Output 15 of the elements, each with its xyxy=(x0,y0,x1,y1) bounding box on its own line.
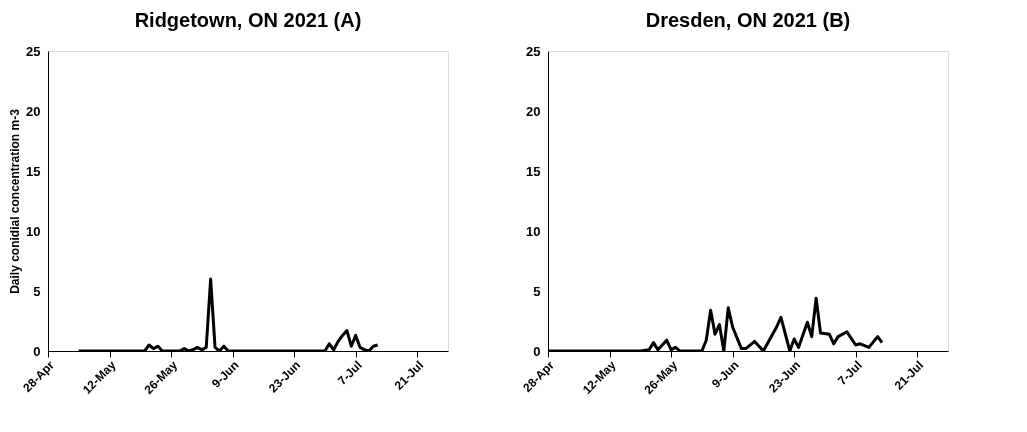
y-tick-label: 15 xyxy=(26,163,41,179)
y-tick-label: 5 xyxy=(33,283,41,299)
y-tick-label: 0 xyxy=(533,343,541,359)
y-tick-label: 25 xyxy=(26,43,41,59)
y-tick-label: 5 xyxy=(533,283,541,299)
y-axis-title: Daily conidial concentration m-3 xyxy=(8,108,23,294)
y-tick-label: 20 xyxy=(26,103,41,119)
y-tick-label: 10 xyxy=(26,223,41,239)
y-tick-label: 20 xyxy=(526,103,541,119)
y-tick-label: 15 xyxy=(526,163,541,179)
y-tick-label: 10 xyxy=(526,223,541,239)
chart-title: Ridgetown, ON 2021 (A) xyxy=(134,9,362,31)
y-tick-label: 25 xyxy=(526,43,541,59)
y-tick-label: 0 xyxy=(33,343,41,359)
chart-title: Dresden, ON 2021 (B) xyxy=(645,9,851,31)
